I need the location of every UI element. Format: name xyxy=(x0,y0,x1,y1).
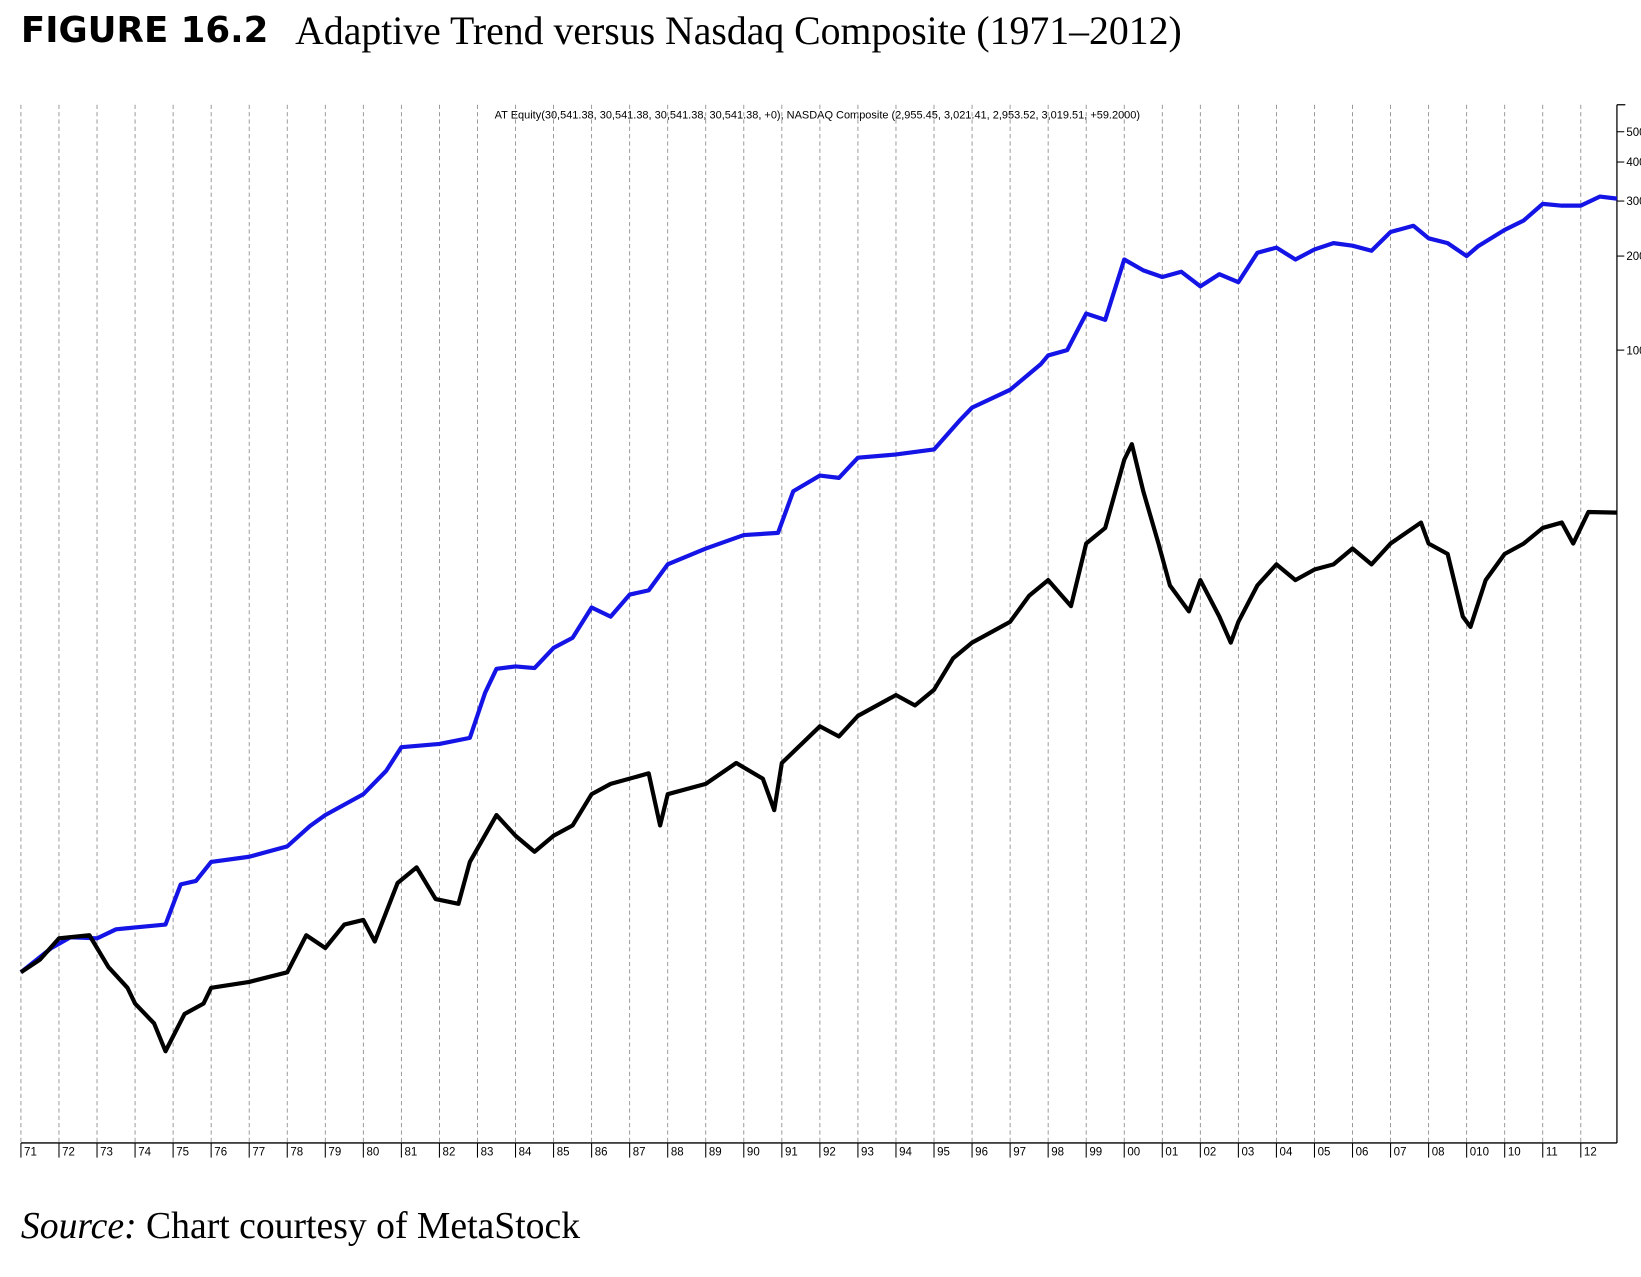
y-tick-label: 50000 xyxy=(1626,127,1641,139)
x-tick-label: 74 xyxy=(138,1146,151,1158)
x-tick-label: 96 xyxy=(975,1146,988,1158)
x-tick-label: 72 xyxy=(62,1146,75,1158)
x-tick-label: 84 xyxy=(519,1146,532,1158)
y-tick-label: 20000 xyxy=(1626,251,1641,263)
x-tick-label: 89 xyxy=(709,1146,722,1158)
series-line xyxy=(19,194,1618,974)
x-tick-label: 79 xyxy=(328,1146,341,1158)
chart-title: Adaptive Trend versus Nasdaq Composite (… xyxy=(295,9,1182,53)
source-label: Source: xyxy=(21,1205,137,1247)
x-tick-label: 04 xyxy=(1280,1146,1293,1158)
x-tick-label: 82 xyxy=(443,1146,456,1158)
x-tick-label: 00 xyxy=(1127,1146,1140,1158)
x-tick-label: 08 xyxy=(1432,1146,1445,1158)
x-tick-label: 71 xyxy=(24,1146,37,1158)
source-text: Chart courtesy of MetaStock xyxy=(146,1205,580,1247)
x-tick-label: 07 xyxy=(1394,1146,1407,1158)
x-tick-label: 75 xyxy=(176,1146,189,1158)
y-tick-label: 10000 xyxy=(1626,345,1641,357)
x-tick-label: 95 xyxy=(937,1146,950,1158)
x-tick-label: 03 xyxy=(1242,1146,1255,1158)
x-tick-label: 01 xyxy=(1165,1146,1178,1158)
x-tick-label: 10 xyxy=(1508,1146,1521,1158)
x-tick-label: 80 xyxy=(366,1146,379,1158)
x-tick-label: 85 xyxy=(557,1146,570,1158)
x-tick-label: 81 xyxy=(405,1146,418,1158)
x-tick-label: 77 xyxy=(252,1146,265,1158)
series-line xyxy=(19,442,1617,1054)
x-tick-label: 93 xyxy=(861,1146,874,1158)
x-tick-label: 86 xyxy=(595,1146,608,1158)
x-tick-label: 76 xyxy=(214,1146,227,1158)
x-tick-label: 99 xyxy=(1089,1146,1102,1158)
x-tick-label: 97 xyxy=(1013,1146,1026,1158)
x-tick-label: 87 xyxy=(633,1146,646,1158)
x-tick-label: 06 xyxy=(1356,1146,1369,1158)
x-tick-label: 83 xyxy=(481,1146,494,1158)
x-tick-label: 73 xyxy=(100,1146,113,1158)
y-tick-label: 30000 xyxy=(1626,196,1641,208)
legend-text: AT Equity(30,541.38, 30,541.38, 30,541.3… xyxy=(495,109,1140,121)
x-tick-label: 94 xyxy=(899,1146,912,1158)
y-tick-label: 40000 xyxy=(1626,157,1641,169)
x-tick-label: 010 xyxy=(1470,1146,1489,1158)
x-tick-label: 05 xyxy=(1318,1146,1331,1158)
source: Source: Chart courtesy of MetaStock xyxy=(21,1205,580,1247)
x-tick-label: 98 xyxy=(1051,1146,1064,1158)
x-tick-label: 78 xyxy=(290,1146,303,1158)
x-tick-label: 02 xyxy=(1203,1146,1216,1158)
x-tick-label: 91 xyxy=(785,1146,798,1158)
x-tick-label: 11 xyxy=(1546,1146,1558,1158)
x-tick-label: 88 xyxy=(671,1146,684,1158)
x-tick-label: 92 xyxy=(823,1146,836,1158)
figure-label: FIGURE 16.2 xyxy=(21,10,269,51)
x-tick-label: 12 xyxy=(1584,1146,1597,1158)
x-tick-label: 90 xyxy=(747,1146,760,1158)
